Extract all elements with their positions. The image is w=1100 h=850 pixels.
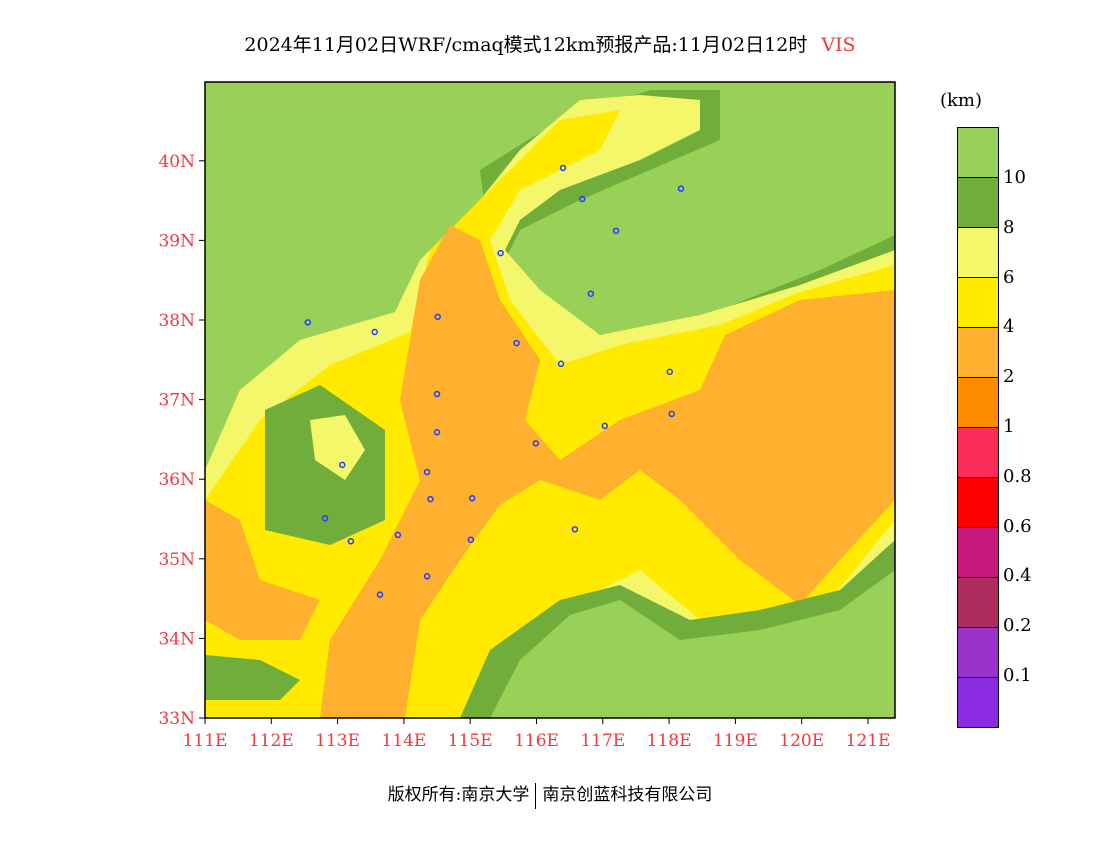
chart-title: 2024年11月02日WRF/cmaq模式12km预报产品:11月02日12时 V…: [0, 30, 1100, 57]
legend-swatch: [958, 328, 998, 378]
station-marker: [433, 428, 441, 436]
lon-label: 117E: [580, 731, 625, 751]
station-marker: [468, 495, 476, 502]
station-marker: [497, 249, 504, 257]
station-marker: [427, 495, 434, 503]
lat-label: 39N: [158, 231, 195, 251]
station-marker: [587, 290, 595, 297]
legend-unit: (km): [940, 90, 983, 111]
axis-ticks: 33N 34N 35N 36N 37N 38N 39N 40N 111E 112E 113E 114E…: [158, 152, 890, 751]
station-marker: [347, 538, 355, 545]
variable-name: VIS: [821, 34, 856, 56]
station-marker: [321, 514, 329, 522]
lon-label: 114E: [381, 731, 426, 751]
station-marker: [394, 531, 402, 539]
lat-label: 38N: [158, 311, 195, 331]
legend-label: 6: [1003, 266, 1015, 288]
legend-swatch: [958, 178, 998, 228]
lon-label: 121E: [846, 731, 891, 751]
station-marker: [434, 313, 441, 321]
legend-label: 0.6: [1003, 515, 1032, 537]
contour-fill: [205, 82, 895, 718]
legend-label: 0.8: [1003, 465, 1032, 487]
lon-label: 119E: [713, 731, 758, 751]
lat-label: 36N: [158, 470, 195, 490]
station-marker: [338, 461, 346, 469]
vis-over-10-south: [490, 570, 895, 718]
lon-label: 120E: [779, 731, 824, 751]
vis-over-10-southwest: [205, 655, 300, 700]
legend-swatch: [958, 528, 998, 578]
station-marker: [467, 536, 475, 543]
station-marker: [433, 390, 441, 398]
station-layer: [304, 164, 685, 598]
legend-label: 0.4: [1003, 565, 1032, 587]
legend-swatch: [958, 428, 998, 478]
vis-6-8-shanxi-spot: [310, 415, 365, 480]
copyright-footer: 版权所有:南京大学 南京创蓝科技有限公司: [0, 780, 1100, 809]
lon-label: 115E: [448, 731, 493, 751]
vis-2-4-region: [320, 225, 895, 718]
lat-label: 37N: [158, 391, 195, 411]
legend-label: 2: [1003, 366, 1015, 388]
station-marker: [601, 422, 609, 430]
station-marker: [571, 526, 579, 533]
station-marker: [423, 468, 431, 476]
lon-label: 118E: [647, 731, 692, 751]
lon-label: 113E: [315, 731, 360, 751]
lon-label: 112E: [249, 731, 294, 751]
legend-swatch: [958, 678, 998, 727]
legend-swatch: [958, 228, 998, 278]
legend-swatch: [958, 378, 998, 428]
vis-2-4-west: [205, 500, 320, 640]
legend-label: 0.1: [1003, 665, 1032, 686]
legend-label: 0.2: [1003, 615, 1032, 637]
legend-swatch: [958, 278, 998, 328]
copyright-left: 版权所有:南京大学: [387, 785, 530, 805]
station-marker: [557, 360, 565, 368]
legend-label: 4: [1003, 316, 1015, 338]
legend-label: 1: [1003, 416, 1015, 437]
legend-swatch: [958, 128, 998, 178]
lat-label: 34N: [158, 629, 195, 649]
legend-label: 8: [1003, 216, 1015, 238]
color-legend: [957, 127, 999, 728]
separator: [535, 782, 537, 809]
title-text: 2024年11月02日WRF/cmaq模式12km预报产品:11月02日12时: [244, 34, 808, 56]
station-marker: [559, 164, 567, 172]
lat-label: 33N: [158, 709, 195, 729]
station-marker: [668, 410, 676, 418]
station-marker: [677, 185, 685, 192]
station-marker: [578, 195, 586, 203]
lon-label: 111E: [183, 731, 228, 751]
lat-label: 40N: [158, 152, 195, 172]
legend-swatch: [958, 628, 998, 678]
legend-swatch: [958, 478, 998, 528]
legend-swatch: [958, 578, 998, 628]
lon-label: 116E: [514, 731, 559, 751]
station-marker: [612, 227, 620, 235]
station-marker: [376, 591, 384, 598]
station-marker: [666, 368, 674, 375]
station-marker: [304, 319, 312, 326]
copyright-right: 南京创蓝科技有限公司: [542, 785, 713, 805]
station-marker: [423, 573, 431, 580]
station-marker: [532, 440, 540, 447]
station-marker: [371, 328, 378, 336]
lat-label: 35N: [158, 550, 195, 570]
station-marker: [513, 339, 520, 347]
legend-label: 10: [1003, 167, 1026, 188]
